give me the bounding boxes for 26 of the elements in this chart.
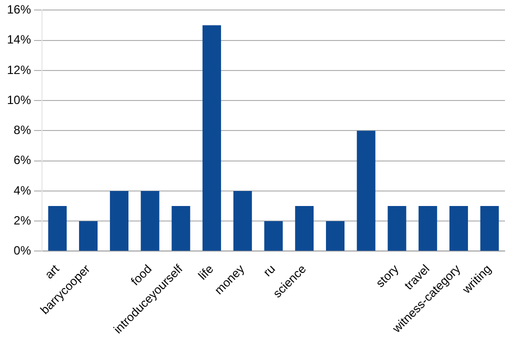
y-tick-label: 10%	[6, 92, 32, 107]
bar	[233, 190, 252, 251]
y-tick-label: 14%	[6, 32, 32, 47]
bar	[110, 190, 128, 251]
y-tick-label: 4%	[14, 183, 32, 198]
y-tick-label: 16%	[6, 2, 32, 17]
bar	[202, 25, 222, 251]
y-tick-label: 8%	[14, 123, 32, 138]
bar	[140, 190, 160, 251]
y-tick-label: 12%	[6, 62, 32, 77]
y-tick-label: 2%	[14, 213, 32, 228]
bar	[48, 206, 67, 251]
bar	[264, 221, 283, 251]
bar	[388, 206, 406, 251]
x-tick-label: life	[195, 262, 216, 283]
bar	[326, 221, 344, 251]
bar	[172, 206, 190, 251]
bar	[449, 206, 468, 251]
bar	[356, 130, 376, 251]
bar	[418, 206, 438, 251]
bar	[295, 206, 314, 251]
x-tick-label: ru	[260, 262, 278, 280]
y-tick-label: 0%	[14, 244, 32, 258]
y-tick-label: 6%	[14, 153, 32, 168]
bar	[480, 206, 499, 251]
bar	[79, 221, 98, 251]
